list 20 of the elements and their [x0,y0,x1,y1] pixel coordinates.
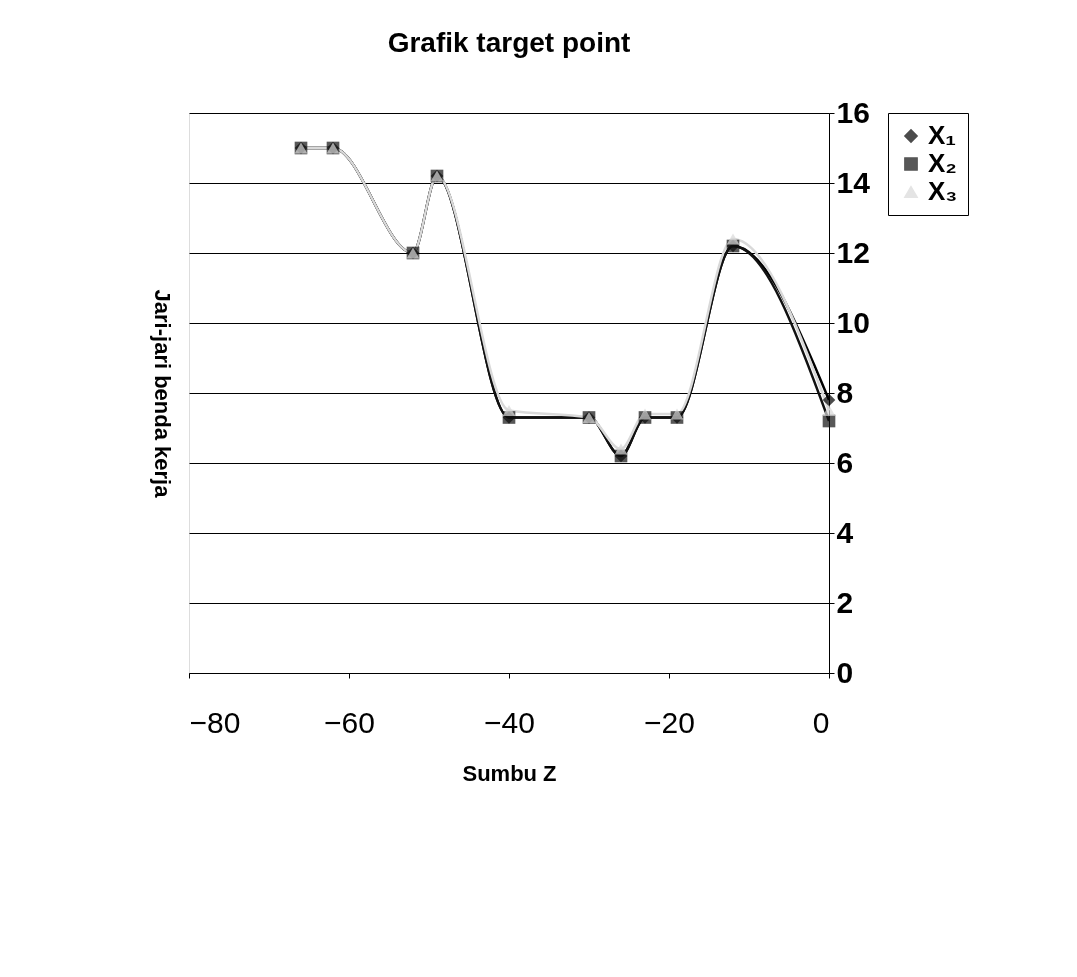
x-axis-title: Sumbu Z [462,760,557,786]
y-tick-label: 4 [836,515,854,549]
y-tick-label: 14 [836,165,871,199]
x-tick-label: −20 [644,705,695,739]
x-tick-label: −60 [324,705,375,739]
y-tick-label: 2 [836,585,854,619]
y-tick-label: 8 [836,375,854,409]
x-tick-label: −80 [189,705,241,739]
y-tick-label: 16 [836,95,870,129]
y-axis-title: Jari-jari benda kerja [149,289,175,499]
legend-label: X₃ [928,176,958,206]
x-tick-label: −40 [484,705,535,739]
y-tick-label: 0 [836,655,854,689]
legend-label: X₁ [928,120,957,150]
y-tick-label: 12 [836,235,870,269]
legend-label: X₂ [928,148,957,178]
x-tick-label: 0 [812,705,830,739]
y-tick-label: 6 [836,445,854,479]
y-tick-label: 10 [836,305,870,339]
chart-title: Grafik target point [387,27,631,58]
